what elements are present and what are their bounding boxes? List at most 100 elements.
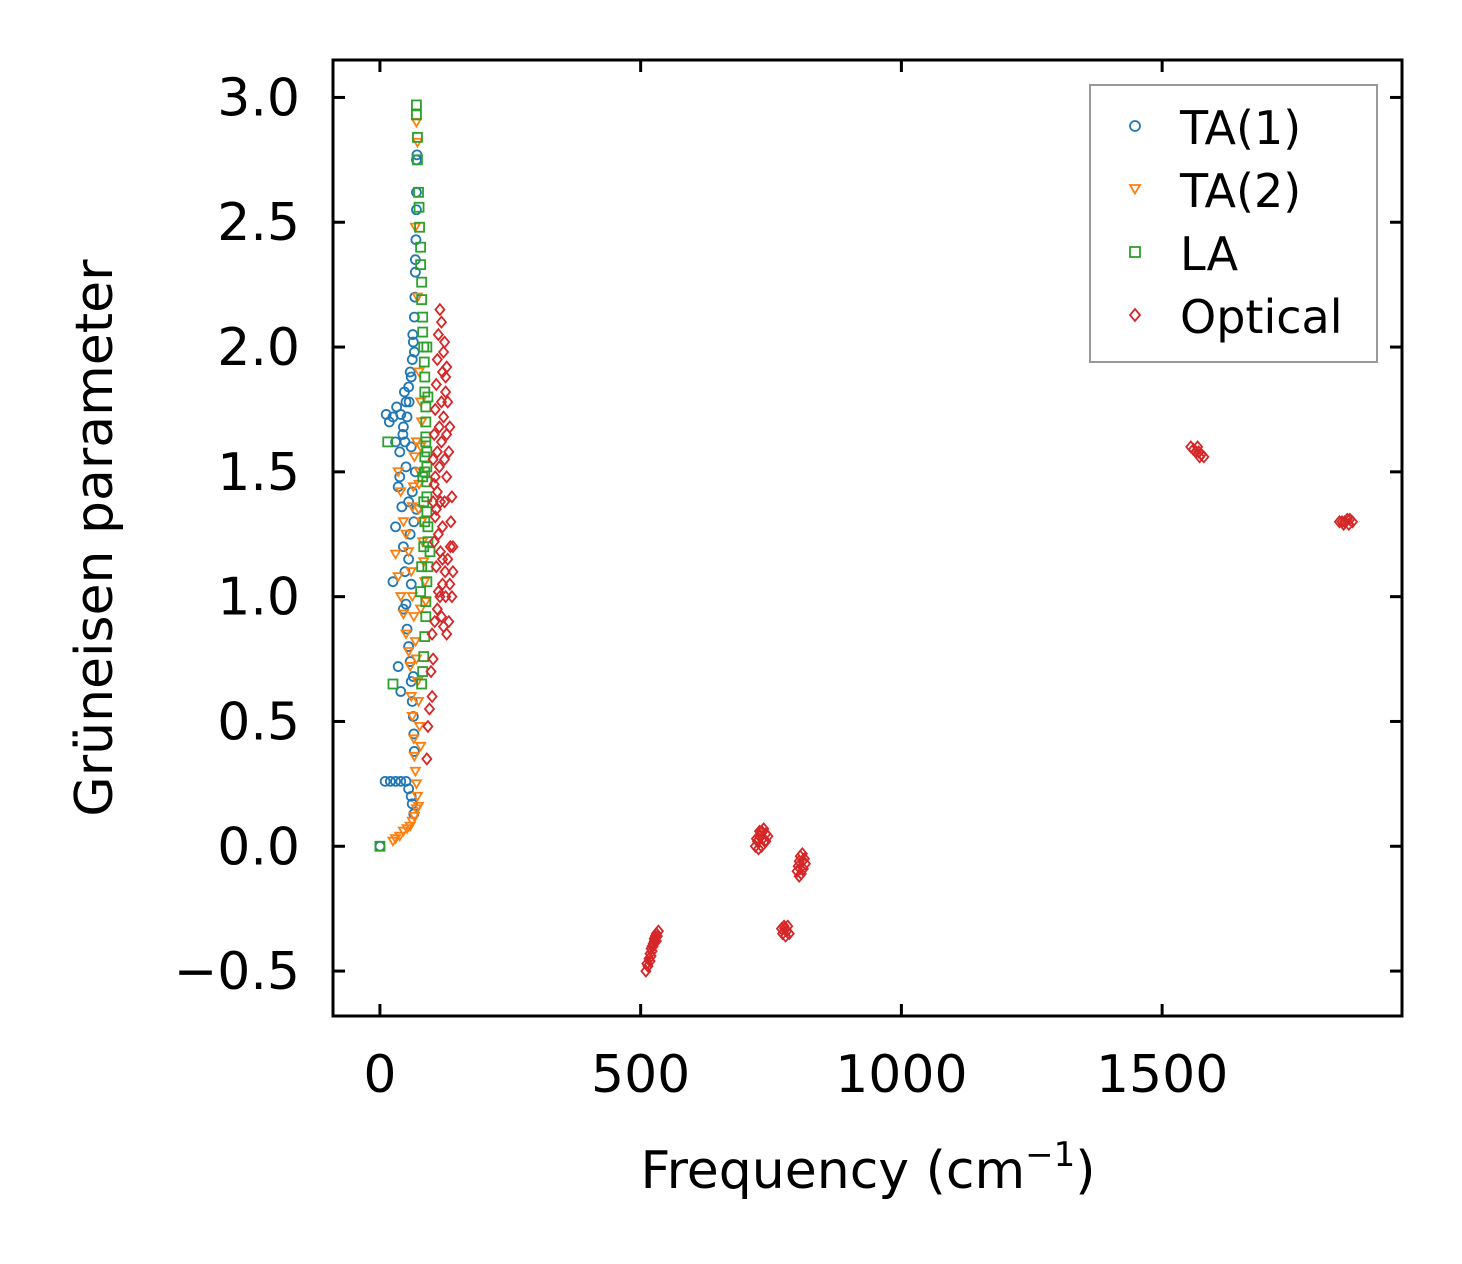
point-circle-0-18 bbox=[404, 366, 416, 378]
point-circle-0-15 bbox=[397, 421, 409, 433]
point-diamond-3-59 bbox=[436, 365, 449, 379]
point-diamond-3-47 bbox=[431, 445, 443, 459]
point-triangle-down-1-2 bbox=[393, 831, 406, 843]
point-circle-0-47 bbox=[405, 578, 417, 590]
point-diamond-3-109 bbox=[793, 869, 805, 884]
point-diamond-3-119 bbox=[782, 919, 794, 933]
x-axis-label-superscript: −1 bbox=[1025, 1135, 1075, 1175]
y-axis-label: Grüneisen parameter bbox=[65, 259, 125, 817]
point-diamond-3-33 bbox=[428, 477, 440, 492]
legend: TA(1) TA(2) LA Optical bbox=[1089, 84, 1378, 363]
point-square-2-9 bbox=[414, 221, 425, 233]
point-square-2-18 bbox=[419, 371, 431, 383]
y-tick-label-1: 0.0 bbox=[217, 817, 300, 877]
x-tick-label-0: 0 bbox=[363, 1045, 396, 1105]
point-square-2-46 bbox=[420, 436, 432, 448]
legend-marker-0 bbox=[1129, 120, 1141, 132]
point-diamond-3-45 bbox=[435, 395, 448, 409]
point-square-2-36 bbox=[418, 651, 430, 662]
point-square-2-49 bbox=[422, 391, 434, 403]
point-triangle-down-1-27 bbox=[406, 711, 419, 723]
point-diamond-3-52 bbox=[447, 539, 459, 554]
point-triangle-down-1-39 bbox=[405, 567, 418, 578]
x-axis-label-close: ) bbox=[1075, 1141, 1095, 1201]
point-circle-0-19 bbox=[406, 354, 418, 365]
legend-marker-2 bbox=[1129, 246, 1141, 258]
point-diamond-3-43 bbox=[439, 370, 452, 384]
point-circle-0-38 bbox=[401, 623, 413, 635]
point-circle-0-52 bbox=[397, 603, 409, 615]
point-circle-0-51 bbox=[395, 686, 407, 697]
point-circle-0-60 bbox=[390, 436, 401, 448]
point-circle-0-30 bbox=[387, 576, 399, 588]
point-diamond-3-58 bbox=[441, 427, 453, 442]
point-circle-0-64 bbox=[405, 371, 417, 383]
point-square-2-14 bbox=[417, 311, 429, 323]
point-triangle-down-1-1 bbox=[389, 834, 402, 845]
data-marks bbox=[374, 99, 1359, 978]
point-triangle-down-1-35 bbox=[394, 487, 407, 498]
point-diamond-3-50 bbox=[445, 514, 457, 529]
point-square-2-21 bbox=[420, 416, 432, 428]
x-tick-label-1: 500 bbox=[591, 1045, 690, 1105]
point-diamond-3-20 bbox=[435, 435, 448, 449]
point-triangle-down-1-55 bbox=[410, 437, 423, 448]
point-diamond-3-8 bbox=[447, 564, 459, 579]
y-tick-label-3: 1.0 bbox=[217, 568, 300, 628]
point-diamond-3-118 bbox=[778, 921, 791, 936]
point-square-2-33 bbox=[420, 596, 432, 608]
point-square-2-12 bbox=[416, 276, 428, 288]
point-diamond-3-38 bbox=[438, 495, 451, 509]
axis-ticks bbox=[333, 60, 1402, 1016]
point-diamond-3-104 bbox=[796, 846, 808, 861]
point-circle-0-8 bbox=[406, 798, 418, 810]
legend-label-3: Optical bbox=[1180, 290, 1342, 344]
point-diamond-3-135 bbox=[1337, 517, 1350, 532]
point-circle-0-55 bbox=[401, 411, 413, 423]
point-diamond-3-64 bbox=[425, 664, 437, 679]
point-circle-0-34 bbox=[396, 501, 408, 513]
point-circle-0-2 bbox=[384, 775, 396, 787]
point-circle-0-39 bbox=[403, 641, 415, 652]
point-circle-0-35 bbox=[397, 541, 409, 553]
point-circle-0-53 bbox=[400, 461, 412, 473]
point-diamond-3-98 bbox=[760, 834, 772, 849]
point-diamond-3-27 bbox=[432, 327, 445, 342]
point-circle-0-58 bbox=[406, 486, 418, 498]
point-circle-0-56 bbox=[403, 396, 415, 408]
point-square-2-1 bbox=[382, 436, 394, 448]
point-square-2-5 bbox=[412, 131, 423, 143]
point-triangle-down-1-33 bbox=[412, 801, 425, 813]
plot-frame bbox=[331, 58, 1404, 1018]
point-diamond-3-48 bbox=[429, 470, 441, 484]
point-diamond-3-12 bbox=[437, 619, 450, 634]
point-diamond-3-99 bbox=[750, 831, 763, 846]
point-diamond-3-40 bbox=[443, 445, 455, 459]
point-triangle-down-1-32 bbox=[411, 791, 424, 803]
point-square-2-45 bbox=[419, 451, 431, 463]
point-square-2-10 bbox=[415, 241, 427, 253]
point-diamond-3-30 bbox=[429, 402, 441, 417]
point-triangle-down-1-58 bbox=[406, 502, 419, 513]
point-square-2-34 bbox=[420, 611, 432, 623]
point-diamond-3-37 bbox=[436, 519, 449, 534]
point-diamond-3-31 bbox=[428, 427, 440, 442]
point-triangle-down-1-45 bbox=[412, 696, 425, 708]
point-square-2-2 bbox=[387, 678, 399, 690]
legend-entries: TA(1) TA(2) LA Optical bbox=[1128, 101, 1342, 344]
point-diamond-3-21 bbox=[437, 410, 450, 424]
point-diamond-3-60 bbox=[426, 689, 438, 704]
point-diamond-3-57 bbox=[438, 452, 451, 467]
point-triangle-down-1-23 bbox=[399, 629, 413, 640]
point-circle-0-50 bbox=[392, 661, 404, 672]
legend-label-0: TA(1) bbox=[1179, 101, 1301, 155]
point-circle-0-45 bbox=[408, 746, 420, 757]
point-diamond-3-107 bbox=[797, 861, 810, 876]
y-tick-label-4: 1.5 bbox=[217, 443, 300, 503]
point-square-2-41 bbox=[418, 541, 430, 553]
point-diamond-3-44 bbox=[437, 345, 450, 359]
point-circle-0-20 bbox=[407, 336, 419, 348]
point-triangle-down-1-38 bbox=[402, 547, 415, 558]
point-diamond-3-49 bbox=[427, 495, 439, 509]
tick-labels: 0 500 1000 1500 −0.5 0.0 0.5 1.0 1.5 2.0 2.5 3.0 bbox=[174, 68, 1229, 1105]
